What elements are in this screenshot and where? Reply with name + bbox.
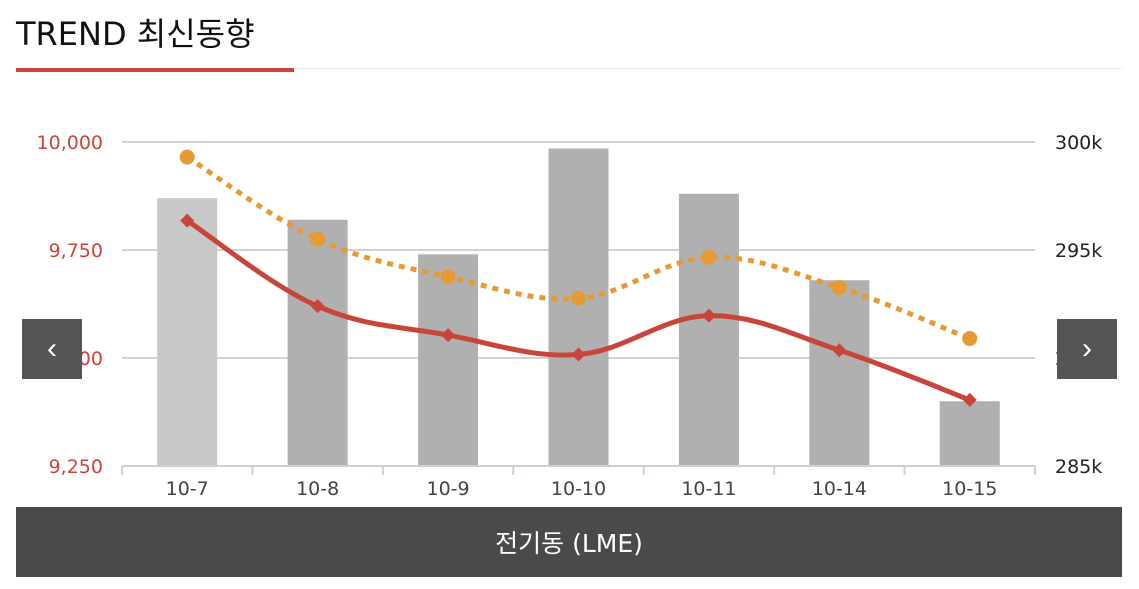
data-point (441, 328, 456, 343)
right-tick-label: 285k (1055, 456, 1102, 478)
x-tick-label: 10-11 (681, 478, 736, 500)
x-axis-ticks: 10-7 10-8 10-9 10-10 10-11 10-14 10-15 (166, 478, 998, 500)
chevron-left-icon: ‹ (47, 332, 57, 365)
right-tick-label: 295k (1055, 240, 1102, 262)
data-point (571, 290, 586, 306)
data-point (180, 213, 195, 228)
next-button[interactable]: › (1057, 319, 1117, 379)
left-tick-label: 9,250 (49, 456, 103, 478)
data-point (962, 331, 978, 347)
bar-series (157, 148, 1000, 467)
left-tick-label: 9,750 (49, 240, 103, 262)
dotted-line-series (179, 149, 978, 347)
page-title: TREND 최신동향 (16, 15, 255, 53)
right-tick-label: 300k (1055, 132, 1102, 154)
x-tick-label: 10-9 (427, 478, 470, 500)
data-point (310, 231, 326, 247)
bar (678, 193, 739, 466)
header-divider (16, 68, 1122, 69)
x-tick-label: 10-7 (166, 478, 209, 500)
chart-caption: 전기동 (LME) (495, 529, 643, 558)
data-point (310, 299, 325, 314)
bar (809, 280, 870, 466)
x-tick-label: 10-15 (942, 478, 997, 500)
bar (548, 148, 609, 467)
data-point (179, 149, 195, 165)
header-accent-bar (16, 68, 294, 72)
x-tick-label: 10-8 (296, 478, 339, 500)
data-point (701, 308, 716, 323)
data-point (701, 249, 717, 265)
right-axis-ticks: 300k295k290k285k (1055, 132, 1102, 478)
bar (939, 401, 1000, 466)
data-point (571, 347, 586, 362)
x-tick-label: 10-10 (551, 478, 606, 500)
x-tick-label: 10-14 (812, 478, 867, 500)
x-axis (121, 465, 1036, 475)
data-point (962, 392, 977, 407)
bar (157, 198, 218, 466)
bar (287, 219, 348, 466)
solid-line-series (180, 213, 977, 407)
data-point (440, 269, 456, 285)
prev-button[interactable]: ‹ (22, 319, 82, 379)
left-tick-label: 10,000 (37, 132, 103, 154)
chevron-right-icon: › (1082, 332, 1092, 365)
bar (418, 254, 479, 466)
data-point (831, 280, 847, 296)
data-point (832, 343, 847, 358)
chart-caption-bar: 전기동 (LME) (16, 507, 1122, 577)
